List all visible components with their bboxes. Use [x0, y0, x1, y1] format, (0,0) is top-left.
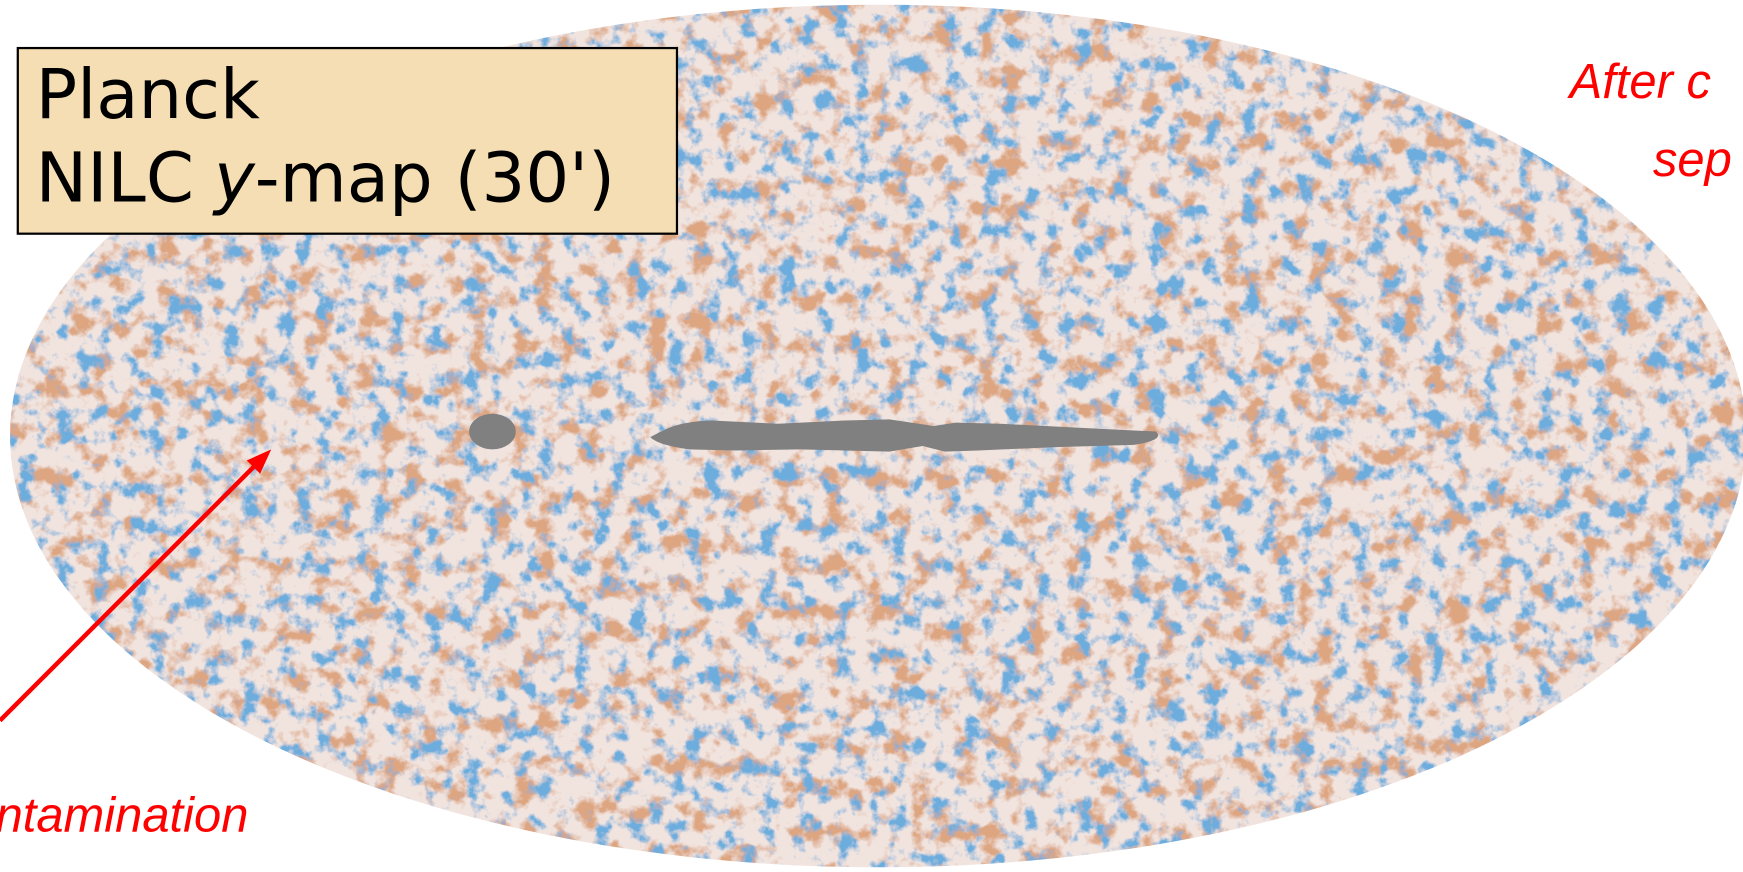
point-source-mask: [469, 414, 516, 450]
annotation: sep: [1653, 133, 1732, 187]
sky-map-figure: Planck NILCy-map (30') After c sep ntami…: [0, 0, 1743, 872]
title-line-1: Planck: [36, 55, 260, 135]
map-variable: y: [212, 138, 256, 218]
annotation: After c: [1567, 55, 1711, 109]
map-name: NILC: [36, 138, 194, 218]
annotation: ntamination: [0, 789, 248, 843]
page: Planck NILCy-map (30') After c sep ntami…: [0, 0, 1743, 872]
map-description: -map (30'): [255, 138, 615, 218]
